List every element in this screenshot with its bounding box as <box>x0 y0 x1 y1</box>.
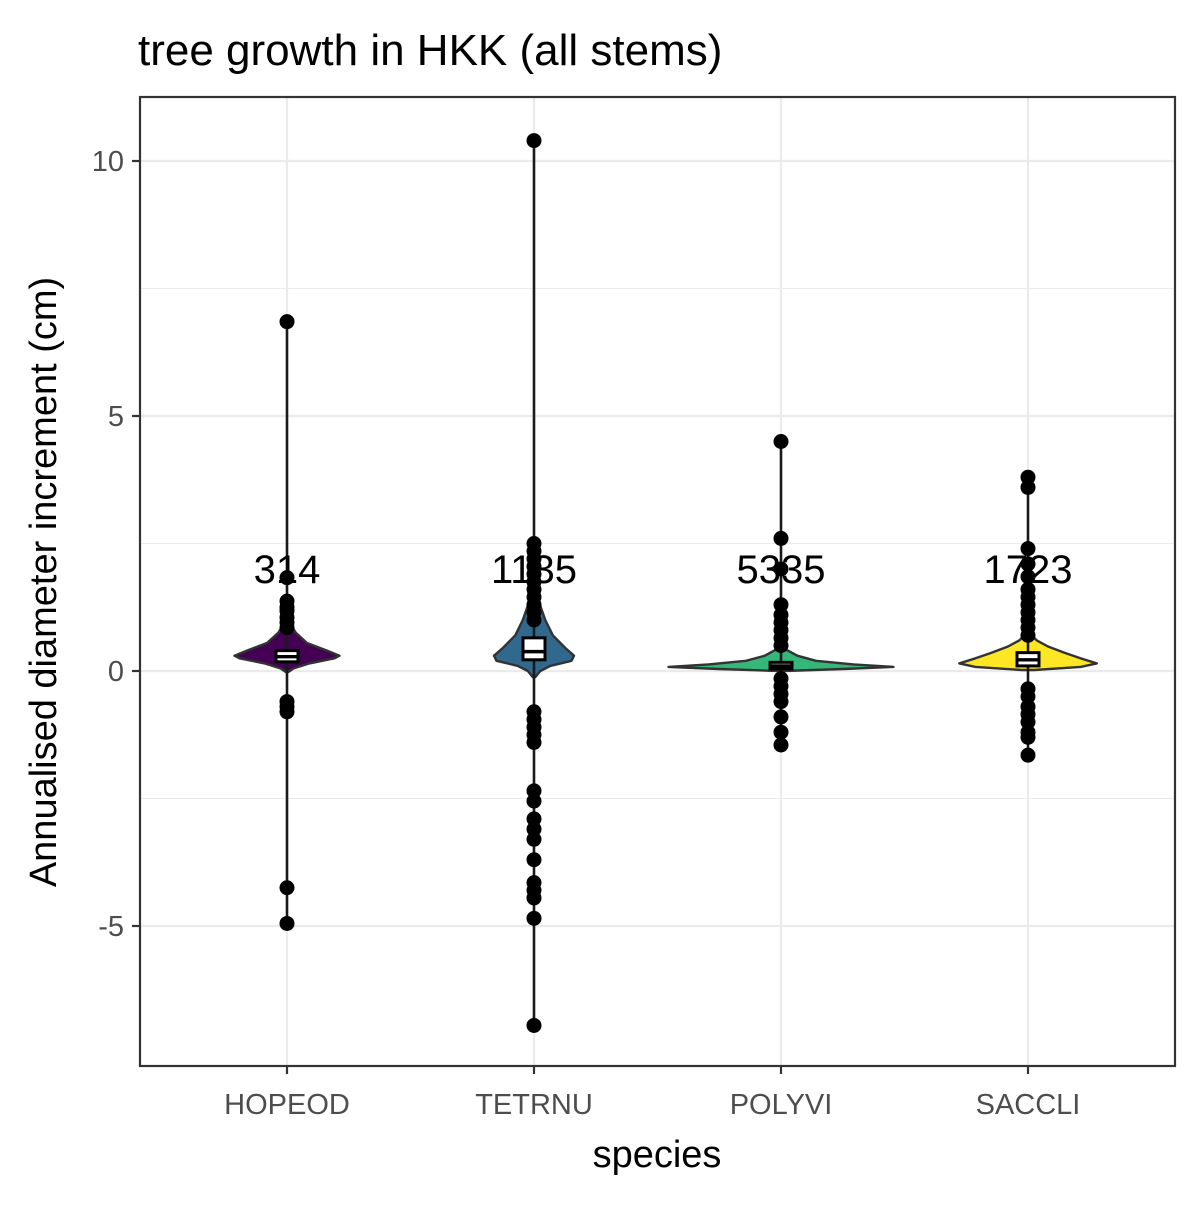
outlier-point <box>773 694 789 710</box>
box-tetrnu <box>521 636 547 662</box>
marks-layer: 314 1135 5335 1723 <box>233 133 1098 1033</box>
count-label-tetrnu: 1135 <box>491 548 577 592</box>
x-tick-label-tetrnu: TETRNU <box>475 1089 593 1121</box>
outlier-point <box>773 561 789 577</box>
outlier-point <box>279 314 295 330</box>
outlier-point <box>1020 569 1036 585</box>
outlier-point <box>1020 627 1036 643</box>
x-tick-label-polyvi: POLYVI <box>730 1089 833 1121</box>
outlier-point <box>773 724 789 740</box>
outlier-point <box>279 570 295 586</box>
outlier-point <box>279 880 295 896</box>
outlier-point <box>1020 479 1036 495</box>
outlier-point <box>1020 729 1036 745</box>
outlier-point <box>773 737 789 753</box>
chart-title: tree growth in HKK (all stems) <box>138 26 722 75</box>
outlier-point <box>1020 556 1036 572</box>
count-label-polyvi: 5335 <box>737 548 826 592</box>
outlier-point <box>279 620 295 636</box>
outlier-point <box>526 793 542 809</box>
panel-border <box>138 95 1177 1068</box>
outlier-point <box>773 638 789 653</box>
outlier-point <box>526 734 542 750</box>
outlier-point <box>1020 747 1036 763</box>
count-label-saccli: 1723 <box>984 548 1073 592</box>
count-label-hopeod: 314 <box>254 548 321 592</box>
outlier-point <box>526 612 542 628</box>
outlier-point <box>526 133 542 149</box>
x-axis-title: species <box>593 1134 722 1176</box>
y-tick-label: -5 <box>98 911 124 943</box>
y-axis-title: Annualised diameter increment (cm) <box>23 277 65 887</box>
outlier-point <box>526 910 542 926</box>
y-tick-label: 5 <box>108 401 124 433</box>
outlier-point <box>773 434 789 449</box>
y-tick-label: 0 <box>108 656 124 688</box>
y-tick-label: 10 <box>92 146 124 178</box>
outlier-point <box>279 915 295 931</box>
outlier-point <box>526 890 542 906</box>
x-tick-label-saccli: SACCLI <box>976 1089 1081 1121</box>
axes-layer: -5 0 5 10 HOPEOD TETRNU POLYVI SACCLI <box>92 95 1177 1121</box>
x-tick-label-hopeod: HOPEOD <box>224 1089 350 1121</box>
outlier-point <box>773 530 789 546</box>
outlier-point <box>279 704 295 720</box>
outlier-point <box>773 709 789 725</box>
outlier-point <box>526 852 542 868</box>
outlier-point <box>526 831 542 847</box>
outlier-point <box>526 1017 542 1033</box>
outlier-point <box>1020 541 1036 557</box>
